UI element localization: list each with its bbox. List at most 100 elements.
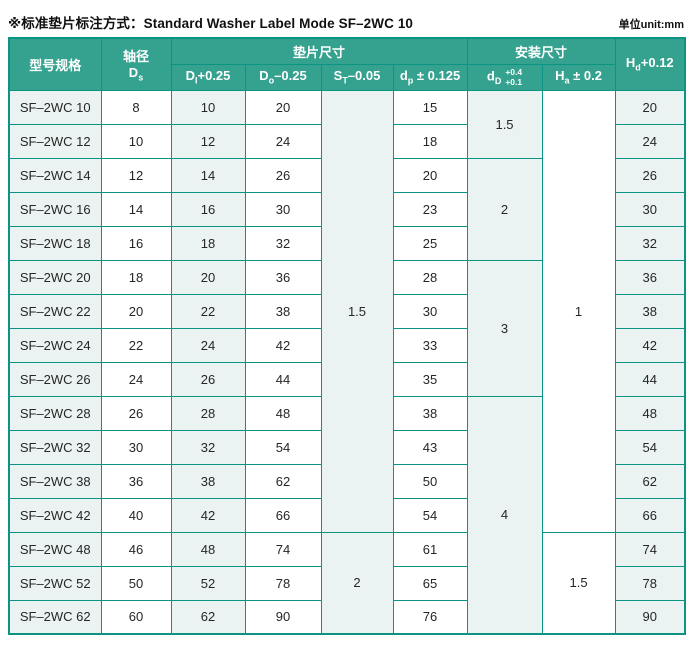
cell-hd: 30 [614, 191, 686, 227]
cell-di: 62 [170, 599, 246, 635]
cell-hd: 62 [614, 463, 686, 499]
cell-ha-merged: 1.5 [541, 531, 616, 635]
cell-ha-merged: 1 [541, 89, 616, 533]
cell-hd: 66 [614, 497, 686, 533]
cell-ds: 22 [100, 327, 172, 363]
cell-ds: 46 [100, 531, 172, 567]
col-header-di: DI+0.25 [170, 63, 246, 91]
cell-st-merged: 1.5 [320, 89, 394, 533]
table-row: SF–2WC 62 60 62 90 76 90 [8, 599, 686, 635]
cell-ds: 20 [100, 293, 172, 329]
cell-hd: 44 [614, 361, 686, 397]
cell-di: 20 [170, 259, 246, 295]
cell-do: 54 [244, 429, 322, 465]
cell-di: 24 [170, 327, 246, 363]
cell-di: 52 [170, 565, 246, 601]
cell-model: SF–2WC 48 [8, 531, 102, 567]
cell-dp: 25 [392, 225, 468, 261]
cell-hd: 24 [614, 123, 686, 159]
cell-model: SF–2WC 18 [8, 225, 102, 261]
cell-dp: 28 [392, 259, 468, 295]
table-row: SF–2WC 10 8 10 20 1.5 15 1.5 1 20 [8, 89, 686, 533]
cell-do: 26 [244, 157, 322, 193]
cell-ds: 16 [100, 225, 172, 261]
cell-st-merged: 2 [320, 531, 394, 635]
cell-do: 42 [244, 327, 322, 363]
cell-ds: 40 [100, 497, 172, 533]
cell-ds: 18 [100, 259, 172, 295]
cell-di: 26 [170, 361, 246, 397]
cell-do: 66 [244, 497, 322, 533]
cell-model: SF–2WC 32 [8, 429, 102, 465]
table-row: SF–2WC 52 50 52 78 65 78 [8, 565, 686, 601]
table-row: SF–2WC 18 16 18 32 25 32 [8, 225, 686, 261]
cell-dd-merged: 1.5 [466, 89, 543, 159]
cell-ds: 30 [100, 429, 172, 465]
cell-di: 42 [170, 497, 246, 533]
cell-dp: 38 [392, 395, 468, 431]
cell-model: SF–2WC 16 [8, 191, 102, 227]
cell-model: SF–2WC 10 [8, 89, 102, 125]
cell-hd: 20 [614, 89, 686, 125]
cell-do: 38 [244, 293, 322, 329]
cell-dp: 65 [392, 565, 468, 601]
cell-dp: 76 [392, 599, 468, 635]
cell-model: SF–2WC 42 [8, 497, 102, 533]
col-header-shaft: 轴径 Ds [100, 37, 172, 91]
col-header-model: 型号规格 [8, 37, 102, 91]
cell-do: 48 [244, 395, 322, 431]
cell-dd-merged: 4 [466, 395, 543, 635]
cell-model: SF–2WC 24 [8, 327, 102, 363]
cell-di: 38 [170, 463, 246, 499]
cell-hd: 42 [614, 327, 686, 363]
cell-dd-merged: 2 [466, 157, 543, 261]
title-bar: ※标准垫片标注方式：Standard Washer Label Mode SF–… [8, 6, 684, 32]
cell-dp: 35 [392, 361, 468, 397]
cell-dp: 54 [392, 497, 468, 533]
table-row: SF–2WC 42 40 42 66 54 66 [8, 497, 686, 533]
group-header-install-size: 安装尺寸 [466, 37, 616, 65]
cell-ds: 10 [100, 123, 172, 159]
cell-do: 20 [244, 89, 322, 125]
cell-di: 14 [170, 157, 246, 193]
cell-model: SF–2WC 20 [8, 259, 102, 295]
cell-hd: 38 [614, 293, 686, 329]
cell-model: SF–2WC 38 [8, 463, 102, 499]
cell-dp: 15 [392, 89, 468, 125]
cell-hd: 78 [614, 565, 686, 601]
cell-model: SF–2WC 28 [8, 395, 102, 431]
group-header-washer-size: 垫片尺寸 [170, 37, 468, 65]
table-body: SF–2WC 10 8 10 20 1.5 15 1.5 1 20 SF–2WC… [8, 89, 686, 635]
cell-model: SF–2WC 12 [8, 123, 102, 159]
table-header: 型号规格 轴径 Ds 垫片尺寸 安装尺寸 Hd+0.12 DI+0.25 Do–0… [8, 37, 686, 91]
col-header-st: ST–0.05 [320, 63, 394, 91]
cell-dp: 43 [392, 429, 468, 465]
cell-ds: 14 [100, 191, 172, 227]
table-row: SF–2WC 22 20 22 38 30 38 [8, 293, 686, 329]
cell-model: SF–2WC 14 [8, 157, 102, 193]
cell-do: 44 [244, 361, 322, 397]
table-row: SF–2WC 38 36 38 62 50 62 [8, 463, 686, 499]
cell-do: 90 [244, 599, 322, 635]
cell-model: SF–2WC 62 [8, 599, 102, 635]
dd-tolerance-stack: +0.4 +0.1 [505, 66, 523, 87]
cell-dp: 61 [392, 531, 468, 567]
cell-ds: 50 [100, 565, 172, 601]
cell-dp: 23 [392, 191, 468, 227]
col-header-hd: Hd+0.12 [614, 37, 686, 91]
cell-di: 32 [170, 429, 246, 465]
cell-di: 12 [170, 123, 246, 159]
cell-hd: 32 [614, 225, 686, 261]
cell-hd: 74 [614, 531, 686, 567]
cell-dp: 20 [392, 157, 468, 193]
col-header-do: Do–0.25 [244, 63, 322, 91]
table-row: SF–2WC 28 26 28 48 38 4 48 [8, 395, 686, 635]
cell-hd: 36 [614, 259, 686, 295]
cell-di: 16 [170, 191, 246, 227]
cell-do: 36 [244, 259, 322, 295]
cell-ds: 26 [100, 395, 172, 431]
cell-do: 62 [244, 463, 322, 499]
cell-dp: 50 [392, 463, 468, 499]
cell-di: 22 [170, 293, 246, 329]
page: ※标准垫片标注方式：Standard Washer Label Mode SF–… [8, 6, 687, 635]
